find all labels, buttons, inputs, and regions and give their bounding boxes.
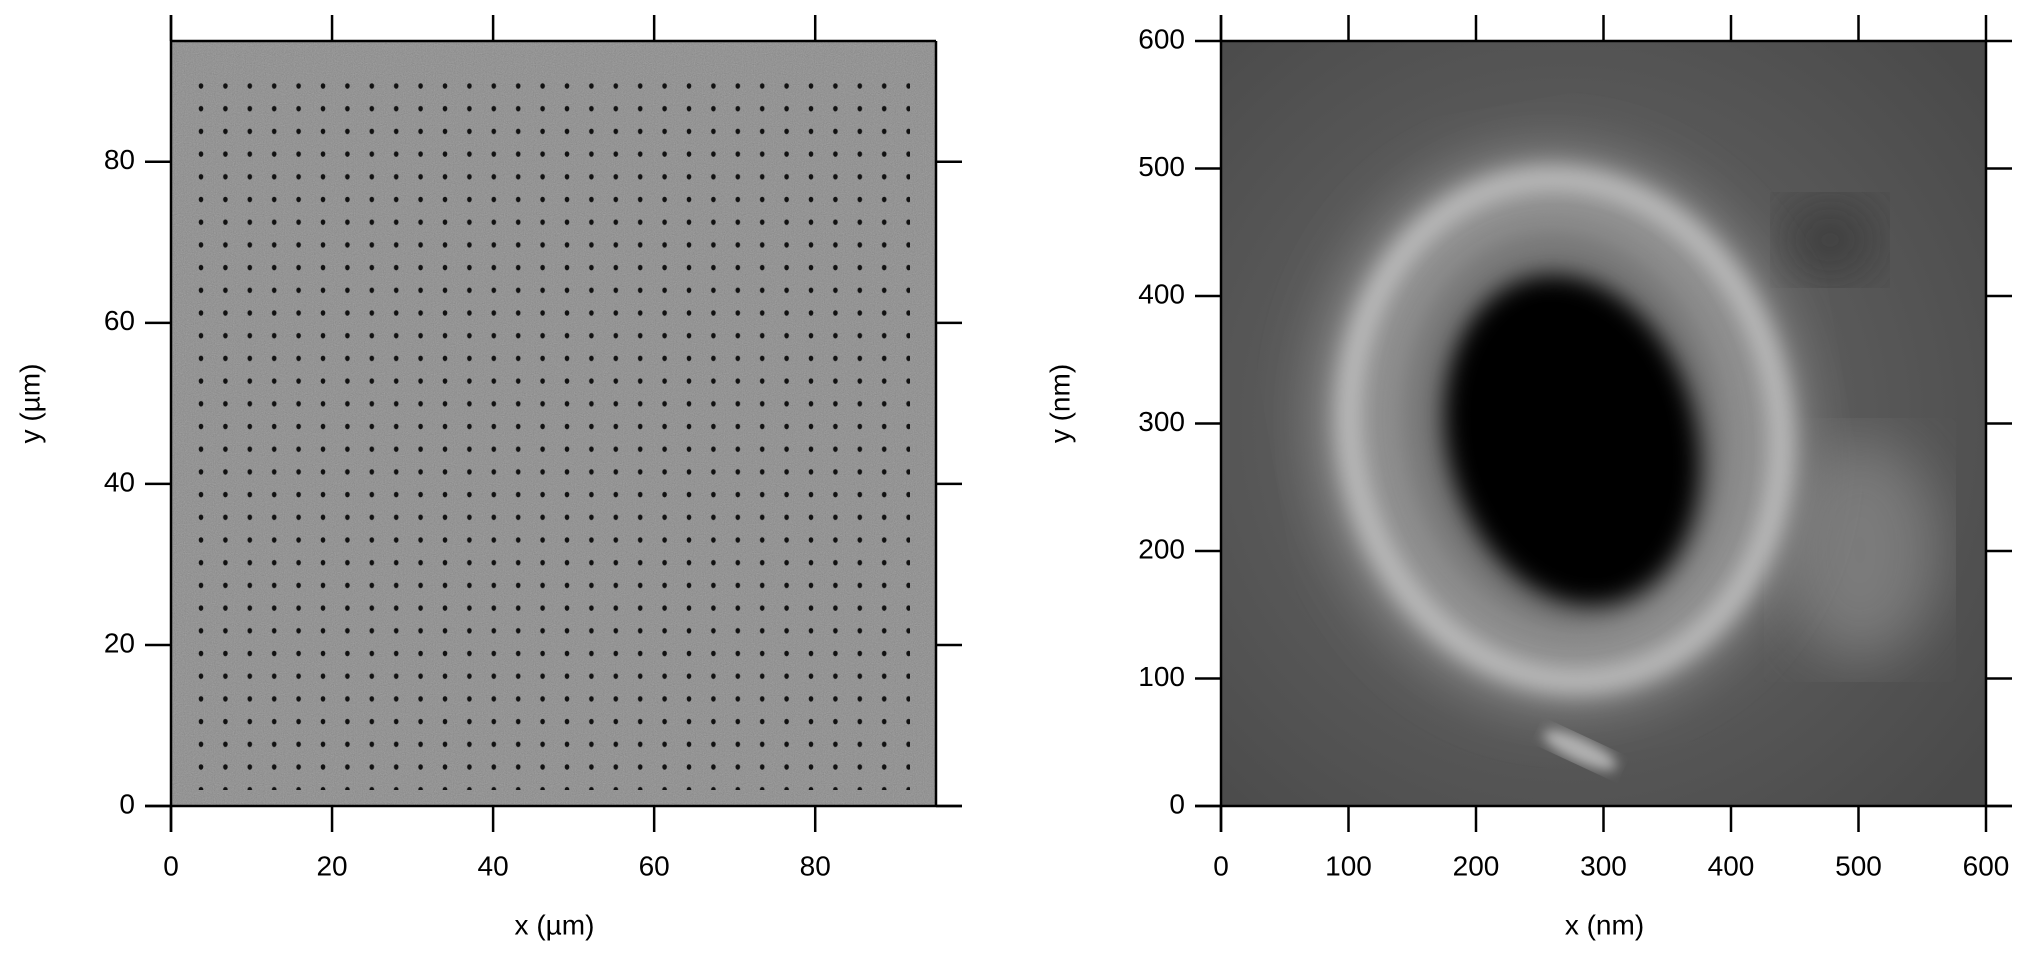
sem-image <box>171 41 936 806</box>
x-tick-label: 100 <box>1325 850 1372 881</box>
x-tick-label: 60 <box>639 850 670 881</box>
y-tick-label: 200 <box>1138 533 1185 564</box>
x-tick-label: 200 <box>1453 850 1500 881</box>
x-tick-label: 0 <box>163 850 179 881</box>
x-tick-label: 80 <box>800 850 831 881</box>
y-tick-label: 400 <box>1138 278 1185 309</box>
y-tick-label: 300 <box>1138 406 1185 437</box>
x-tick-label: 40 <box>478 850 509 881</box>
x-axis-title: x (nm) <box>1565 909 1644 940</box>
y-tick-label: 500 <box>1138 151 1185 182</box>
x-tick-label: 500 <box>1835 850 1882 881</box>
afm-image <box>1221 41 1986 806</box>
y-tick-label: 600 <box>1138 23 1185 54</box>
x-tick-label: 20 <box>316 850 347 881</box>
y-axis-title: y (nm) <box>1044 364 1075 443</box>
y-tick-label: 40 <box>104 466 135 497</box>
y-axis-title: y (µm) <box>14 364 45 444</box>
y-tick-label: 0 <box>1169 788 1185 819</box>
x-tick-label: 0 <box>1213 850 1229 881</box>
y-tick-label: 20 <box>104 627 135 658</box>
y-tick-label: 80 <box>104 144 135 175</box>
y-tick-label: 0 <box>119 788 135 819</box>
x-axis-title: x (µm) <box>515 909 595 940</box>
y-tick-label: 100 <box>1138 661 1185 692</box>
x-tick-label: 400 <box>1708 850 1755 881</box>
y-tick-label: 60 <box>104 305 135 336</box>
x-tick-label: 600 <box>1963 850 2010 881</box>
x-tick-label: 300 <box>1580 850 1627 881</box>
